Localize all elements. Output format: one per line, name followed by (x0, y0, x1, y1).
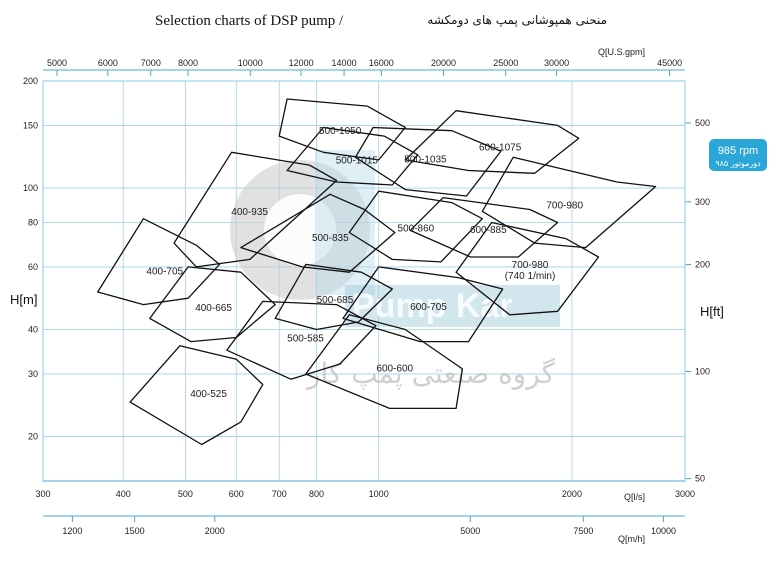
right-tick-label: 500 (695, 118, 710, 128)
series-label: 500-1035 (404, 155, 447, 166)
watermark-band (345, 285, 560, 327)
bottom2-axis-label: Q[m/h] (618, 534, 645, 544)
envelope-600-885 (409, 196, 559, 258)
right-tick-label: 100 (695, 367, 710, 377)
envelope-500-1035 (354, 126, 502, 197)
top-tick-label: 5000 (47, 58, 67, 68)
envelope-700-980-740-1-min- (455, 221, 600, 316)
series-label: 400-665 (195, 303, 232, 314)
left-axis-label: H[m] (10, 292, 37, 307)
envelope-400-705 (97, 218, 221, 306)
top-tick-label: 12000 (289, 58, 314, 68)
top-tick-label: 14000 (332, 58, 357, 68)
bottom-tick-label: 800 (309, 489, 324, 499)
top-tick-label: 45000 (657, 58, 682, 68)
bottom-tick-label: 3000 (675, 489, 695, 499)
series-label: 400-935 (231, 207, 268, 218)
envelope-400-665 (149, 266, 276, 343)
watermark-logo: Pump Kar گروه صنعتی پمپ کار (230, 150, 560, 390)
watermark-brand: Pump Kar (352, 287, 513, 325)
watermark-bar (315, 150, 375, 295)
top-tick-label: 6000 (98, 58, 118, 68)
rpm-badge-persian: دورموتور ۹۸۵ (715, 159, 761, 168)
left-tick-label: 200 (23, 76, 38, 86)
left-tick-label: 80 (28, 217, 38, 227)
left-tick-label: 150 (23, 120, 38, 130)
top-tick-label: 20000 (431, 58, 456, 68)
left-tick-label: 30 (28, 369, 38, 379)
series-label: 700-980 (546, 201, 583, 212)
series-label: 600-885 (470, 225, 507, 236)
envelope-500-1050 (278, 98, 406, 161)
top-tick-label: 16000 (369, 58, 394, 68)
series-label: 500-685 (317, 295, 354, 306)
envelope-600-600 (305, 314, 464, 410)
bottom-tick-label: 300 (35, 489, 50, 499)
series-label: 400-525 (190, 389, 227, 400)
series-label: 500-585 (287, 334, 324, 345)
envelope-500-835 (240, 193, 396, 273)
left-tick-label: 20 (28, 432, 38, 442)
series-label: (740 1/min) (505, 271, 556, 282)
bottom-tick-label: 1000 (369, 489, 389, 499)
envelope-600-705 (342, 266, 504, 343)
top-tick-label: 7000 (141, 58, 161, 68)
bottom-tick-label: 400 (116, 489, 131, 499)
top-tick-label: 10000 (238, 58, 263, 68)
series-label: 600-1075 (479, 142, 522, 153)
right-tick-label: 300 (695, 197, 710, 207)
series-label: 600-600 (376, 363, 413, 374)
watermark-persian: گروه صنعتی پمپ کار (305, 357, 556, 390)
envelope-600-1075 (404, 110, 580, 174)
chart-title-persian: منحنی همپوشانی پمپ های دومکشه (427, 13, 607, 28)
top-tick-label: 30000 (544, 58, 569, 68)
bottom-tick-label: 500 (178, 489, 193, 499)
top-tick-label: 8000 (178, 58, 198, 68)
rpm-badge-bg (709, 139, 767, 171)
curve-layer: 500-1050 600-1075 500-1015 500-1035 400-935 7… (97, 98, 657, 446)
top-tick-label: 25000 (493, 58, 518, 68)
bottom2-tick-label: 5000 (460, 526, 480, 536)
top-axis-label: Q[U.S.gpm] (598, 47, 645, 57)
left-tick-label: 100 (23, 183, 38, 193)
right-tick-label: 200 (695, 259, 710, 269)
bottom2-tick-label: 1500 (125, 526, 145, 536)
envelope-400-935 (173, 151, 338, 268)
envelope-500-685 (274, 263, 393, 331)
bottom-tick-label: 2000 (562, 489, 582, 499)
right-axis-label: H[ft] (700, 304, 724, 319)
series-label: 600-705 (410, 302, 447, 313)
envelope-500-1015 (286, 126, 419, 186)
bottom-tick-label: 700 (272, 489, 287, 499)
envelope-400-525 (129, 345, 264, 446)
envelope-500-585 (226, 300, 377, 380)
right-tick-label: 50 (695, 474, 705, 484)
series-label: 500-835 (312, 233, 349, 244)
rpm-badge: 985 rpm دورموتور ۹۸۵ (709, 139, 767, 171)
series-label: 400-705 (146, 267, 183, 278)
bottom-axis-label: Q[l/s] (624, 492, 645, 502)
chart-title: Selection charts of DSP pump / (155, 13, 344, 29)
watermark-gear-hole (264, 194, 336, 266)
bottom2-tick-label: 2000 (205, 526, 225, 536)
series-label: 700-980 (512, 260, 549, 271)
left-tick-label: 40 (28, 325, 38, 335)
series-label: 500-860 (398, 224, 435, 235)
rpm-badge-label: 985 rpm (718, 145, 758, 157)
series-label: 500-1050 (319, 126, 362, 137)
bottom2-tick-label: 7500 (573, 526, 593, 536)
left-tick-label: 60 (28, 262, 38, 272)
bottom2-tick-label: 10000 (651, 526, 676, 536)
series-label: 500-1015 (336, 155, 379, 166)
bottom-tick-label: 600 (229, 489, 244, 499)
bottom2-tick-label: 1200 (62, 526, 82, 536)
envelope-500-860 (348, 190, 483, 263)
